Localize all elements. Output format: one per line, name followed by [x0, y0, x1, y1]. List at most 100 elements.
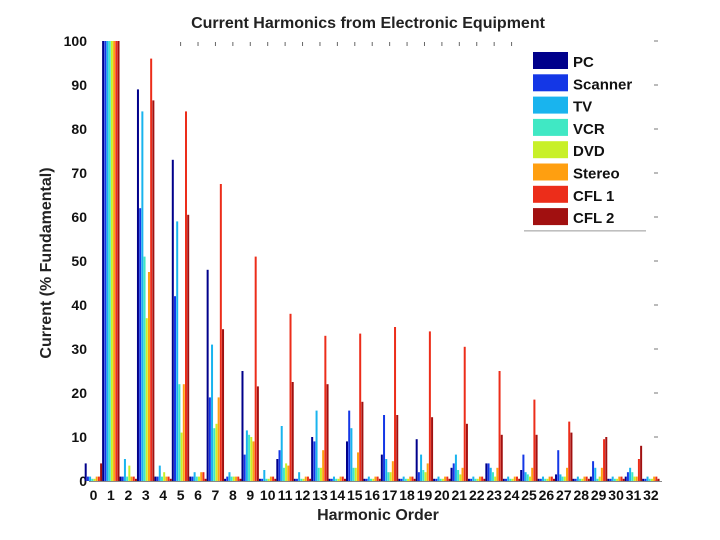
- bar-cfl-2-h20: [448, 478, 451, 481]
- bar-cfl-1-h14: [341, 476, 344, 481]
- bar-cfl-1-h8: [237, 476, 240, 481]
- bar-stereo-h9: [252, 441, 255, 481]
- bar-cfl-1-h0: [97, 476, 100, 481]
- x-tick-label: 21: [452, 487, 468, 503]
- bar-stereo-h31: [635, 476, 638, 481]
- bar-dvd-h15: [354, 467, 357, 481]
- x-tick-label: 15: [347, 487, 363, 503]
- bar-cfl-2-h4: [169, 478, 172, 481]
- bar-scanner-h11: [278, 450, 281, 481]
- bar-stereo-h30: [618, 476, 621, 481]
- bar-tv-h17: [385, 459, 388, 481]
- bar-vcr-h14: [335, 478, 338, 481]
- bar-tv-h19: [420, 454, 423, 481]
- bar-vcr-h30: [613, 478, 616, 481]
- legend-swatch: [533, 74, 568, 92]
- bar-vcr-h5: [178, 384, 181, 481]
- bar-vcr-h23: [491, 472, 494, 481]
- bar-cfl-1-h22: [481, 476, 484, 481]
- bar-dvd-h19: [424, 472, 427, 481]
- x-tick-label: 26: [539, 487, 555, 503]
- bar-tv-h8: [228, 472, 231, 481]
- bar-stereo-h0: [95, 476, 98, 481]
- bar-scanner-h20: [435, 478, 438, 481]
- bar-vcr-h8: [230, 476, 233, 481]
- bar-cfl-2-h23: [500, 434, 503, 481]
- bar-cfl-1-h12: [306, 476, 309, 481]
- bar-stereo-h17: [391, 461, 394, 481]
- x-tick-label: 3: [142, 487, 150, 503]
- bar-stereo-h12: [304, 476, 307, 481]
- bar-cfl-1-h2: [132, 476, 135, 481]
- bar-cfl-2-h3: [152, 100, 155, 482]
- bar-cfl-1-h32: [655, 476, 658, 481]
- bar-tv-h12: [298, 472, 301, 481]
- bar-cfl-2-h11: [291, 382, 294, 481]
- bar-dvd-h12: [302, 478, 305, 481]
- bar-tv-h24: [507, 476, 510, 481]
- bar-stereo-h1: [113, 41, 116, 481]
- bar-vcr-h11: [282, 467, 285, 481]
- bar-pc-h13: [311, 437, 314, 481]
- y-tick-label: 90: [71, 77, 87, 93]
- bar-pc-h12: [293, 478, 296, 481]
- bar-pc-h2: [119, 476, 122, 481]
- bar-tv-h16: [367, 476, 370, 481]
- bar-dvd-h11: [285, 463, 288, 481]
- legend-swatch: [533, 163, 568, 181]
- bar-dvd-h25: [529, 476, 531, 481]
- bar-scanner-h4: [156, 476, 159, 481]
- bar-pc-h16: [363, 478, 366, 481]
- bar-stereo-h28: [583, 476, 586, 481]
- bar-pc-h11: [276, 459, 279, 481]
- bar-pc-h5: [171, 159, 174, 482]
- bar-pc-h24: [502, 478, 505, 481]
- bar-dvd-h21: [459, 474, 462, 481]
- bar-vcr-h13: [317, 467, 320, 481]
- bar-cfl-1-h29: [603, 439, 606, 481]
- legend-swatch: [533, 96, 568, 114]
- bar-tv-h28: [576, 476, 579, 481]
- bar-pc-h10: [258, 478, 261, 481]
- bar-stereo-h5: [182, 384, 185, 481]
- bar-tv-h26: [542, 476, 545, 481]
- x-tick-label: 30: [608, 487, 624, 503]
- bar-stereo-h25: [531, 467, 534, 481]
- bar-vcr-h1: [108, 41, 111, 481]
- bar-cfl-2-h22: [483, 478, 486, 481]
- x-tick-label: 4: [159, 487, 167, 503]
- legend-label: TV: [573, 99, 592, 116]
- bar-cfl-2-h8: [239, 478, 242, 481]
- bar-scanner-h0: [86, 476, 89, 481]
- bar-cfl-2-h6: [204, 478, 207, 481]
- bar-pc-h8: [224, 478, 227, 481]
- bar-stereo-h7: [217, 397, 220, 481]
- x-tick-label: 25: [521, 487, 537, 503]
- bar-tv-h32: [646, 476, 649, 481]
- bar-tv-h0: [89, 476, 92, 481]
- bar-tv-h15: [350, 428, 353, 481]
- bar-vcr-h15: [352, 467, 355, 481]
- bar-cfl-1-h4: [167, 476, 170, 481]
- bar-cfl-1-h19: [428, 331, 431, 481]
- bar-dvd-h4: [163, 472, 166, 481]
- bar-pc-h14: [328, 478, 331, 481]
- bar-tv-h13: [315, 410, 318, 481]
- bar-pc-h29: [589, 476, 592, 481]
- bar-cfl-2-h27: [570, 432, 573, 481]
- chart-bars: [84, 41, 660, 482]
- bar-tv-h6: [193, 472, 196, 481]
- x-tick-label: 7: [212, 487, 220, 503]
- bar-tv-h22: [472, 476, 475, 481]
- x-tick-label: 22: [469, 487, 485, 503]
- bar-tv-h18: [402, 476, 405, 481]
- bar-tv-h11: [280, 426, 283, 481]
- bar-tv-h31: [629, 467, 632, 481]
- bar-dvd-h9: [250, 437, 253, 481]
- bar-dvd-h6: [198, 476, 201, 481]
- legend-label: VCR: [573, 121, 605, 138]
- bar-dvd-h5: [180, 432, 183, 481]
- bar-scanner-h23: [487, 463, 490, 481]
- bar-scanner-h26: [539, 478, 542, 481]
